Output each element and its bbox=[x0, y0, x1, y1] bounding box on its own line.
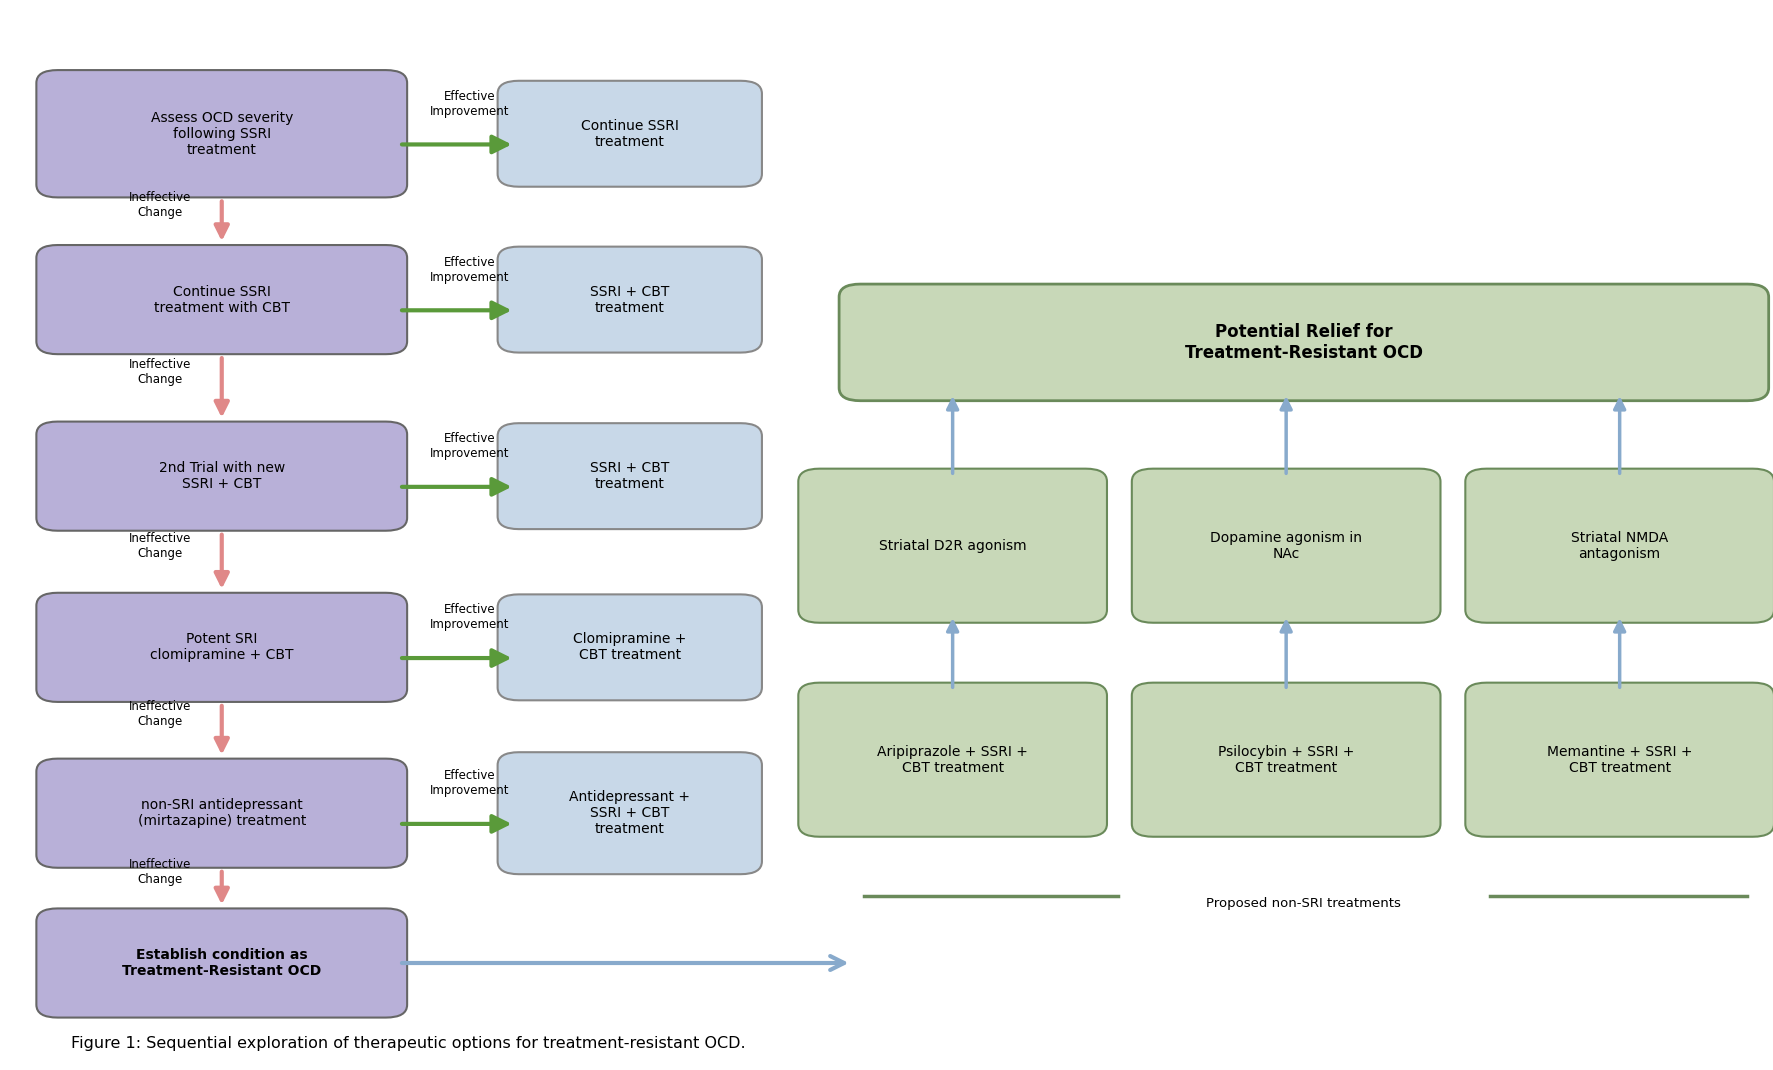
FancyBboxPatch shape bbox=[35, 71, 406, 197]
Text: SSRI + CBT
treatment: SSRI + CBT treatment bbox=[590, 285, 668, 315]
Text: Potent SRI
clomipramine + CBT: Potent SRI clomipramine + CBT bbox=[151, 632, 293, 662]
FancyBboxPatch shape bbox=[35, 759, 406, 868]
FancyBboxPatch shape bbox=[798, 683, 1106, 837]
Text: Establish condition as
Treatment-Resistant OCD: Establish condition as Treatment-Resista… bbox=[122, 948, 321, 978]
Text: Ineffective
Change: Ineffective Change bbox=[128, 532, 191, 560]
Text: Assess OCD severity
following SSRI
treatment: Assess OCD severity following SSRI treat… bbox=[151, 110, 293, 157]
FancyBboxPatch shape bbox=[35, 245, 406, 354]
Text: Effective
Improvement: Effective Improvement bbox=[431, 90, 509, 118]
Text: Striatal NMDA
antagonism: Striatal NMDA antagonism bbox=[1571, 531, 1667, 561]
Text: Clomipramine +
CBT treatment: Clomipramine + CBT treatment bbox=[573, 632, 686, 662]
FancyBboxPatch shape bbox=[496, 80, 762, 186]
Text: Ineffective
Change: Ineffective Change bbox=[128, 192, 191, 219]
Text: Continue SSRI
treatment with CBT: Continue SSRI treatment with CBT bbox=[154, 285, 289, 315]
FancyBboxPatch shape bbox=[35, 593, 406, 702]
Text: Ineffective
Change: Ineffective Change bbox=[128, 700, 191, 729]
Text: Figure 1: Sequential exploration of therapeutic options for treatment-resistant : Figure 1: Sequential exploration of ther… bbox=[71, 1036, 745, 1051]
Text: Continue SSRI
treatment: Continue SSRI treatment bbox=[580, 119, 679, 149]
FancyBboxPatch shape bbox=[496, 752, 762, 874]
FancyBboxPatch shape bbox=[1131, 469, 1440, 623]
Text: Proposed non-SRI treatments: Proposed non-SRI treatments bbox=[1206, 897, 1401, 910]
FancyBboxPatch shape bbox=[798, 469, 1106, 623]
FancyBboxPatch shape bbox=[1464, 683, 1773, 837]
FancyBboxPatch shape bbox=[1131, 683, 1440, 837]
FancyBboxPatch shape bbox=[1464, 469, 1773, 623]
Text: 2nd Trial with new
SSRI + CBT: 2nd Trial with new SSRI + CBT bbox=[158, 461, 285, 491]
Text: Dopamine agonism in
NAc: Dopamine agonism in NAc bbox=[1209, 531, 1362, 561]
Text: non-SRI antidepressant
(mirtazapine) treatment: non-SRI antidepressant (mirtazapine) tre… bbox=[138, 798, 305, 828]
FancyBboxPatch shape bbox=[35, 908, 406, 1018]
Text: Memantine + SSRI +
CBT treatment: Memantine + SSRI + CBT treatment bbox=[1546, 745, 1691, 775]
FancyBboxPatch shape bbox=[496, 423, 762, 529]
Text: Antidepressant +
SSRI + CBT
treatment: Antidepressant + SSRI + CBT treatment bbox=[569, 790, 690, 837]
Text: Effective
Improvement: Effective Improvement bbox=[431, 603, 509, 631]
FancyBboxPatch shape bbox=[496, 595, 762, 700]
Text: Effective
Improvement: Effective Improvement bbox=[431, 432, 509, 460]
Text: SSRI + CBT
treatment: SSRI + CBT treatment bbox=[590, 461, 668, 491]
Text: Ineffective
Change: Ineffective Change bbox=[128, 858, 191, 886]
Text: Effective
Improvement: Effective Improvement bbox=[431, 769, 509, 797]
Text: Aripiprazole + SSRI +
CBT treatment: Aripiprazole + SSRI + CBT treatment bbox=[876, 745, 1028, 775]
Text: Ineffective
Change: Ineffective Change bbox=[128, 357, 191, 386]
FancyBboxPatch shape bbox=[35, 422, 406, 531]
FancyBboxPatch shape bbox=[496, 246, 762, 353]
FancyBboxPatch shape bbox=[839, 284, 1768, 400]
Text: Striatal D2R agonism: Striatal D2R agonism bbox=[878, 538, 1027, 553]
Text: Effective
Improvement: Effective Improvement bbox=[431, 256, 509, 284]
Text: Psilocybin + SSRI +
CBT treatment: Psilocybin + SSRI + CBT treatment bbox=[1218, 745, 1353, 775]
Text: Potential Relief for
Treatment-Resistant OCD: Potential Relief for Treatment-Resistant… bbox=[1184, 323, 1422, 362]
